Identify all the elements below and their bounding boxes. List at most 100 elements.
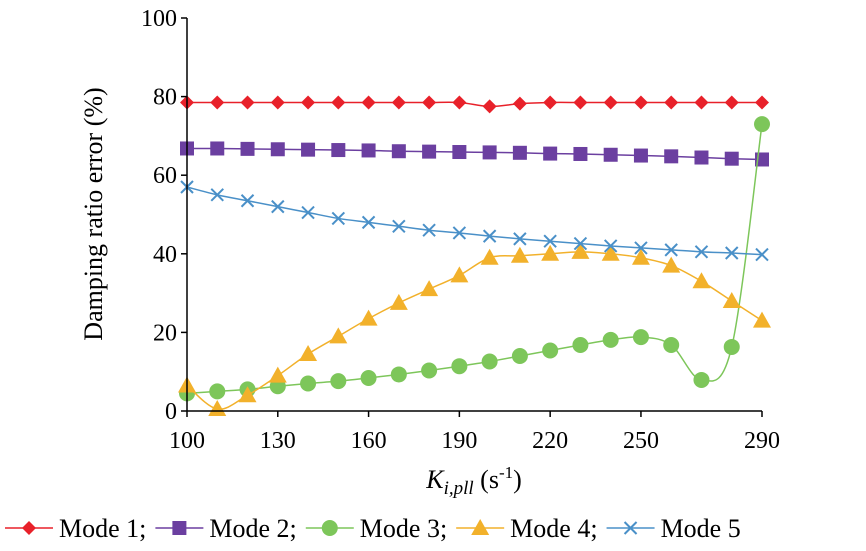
series-mode-3-point-10: [451, 358, 468, 375]
series-mode-2-point-3: [240, 141, 255, 156]
series-mode-2-point-18: [694, 150, 709, 165]
series-mode-5-point-2-stroke-2: [210, 188, 224, 202]
series-mode-3-point-14: [572, 336, 589, 353]
series-mode-4-point-7: [359, 309, 378, 326]
series-mode-5-point-18: [694, 245, 709, 259]
x-tick-label-290: 290: [744, 428, 780, 454]
series-mode-2-point-9: [422, 144, 437, 159]
series-mode-2-point-5: [301, 142, 316, 157]
series-mode-2-point-12: [512, 145, 527, 160]
series-mode-5-point-8: [392, 219, 406, 233]
series-mode-4-point-12: [510, 246, 529, 263]
plot-area: [178, 95, 771, 417]
series-mode-5-point-16: [634, 241, 648, 255]
x-tick-label-250: 250: [623, 428, 659, 454]
series-mode-2-point-10: [452, 145, 467, 160]
series-mode-4-point-6: [329, 327, 348, 344]
series-mode-2-point-7: [361, 143, 376, 158]
series-mode-5-point-19: [725, 246, 739, 260]
series-mode-1-point-7: [361, 95, 376, 110]
series-mode-1-point-9: [422, 95, 437, 110]
y-tick-label-0: 0: [165, 399, 177, 425]
series-mode-5-point-9-stroke-2: [422, 223, 436, 237]
series-mode-5-point-11: [482, 229, 497, 243]
legend-mode-5-marker: [623, 521, 638, 535]
y-tick-label-80: 80: [153, 85, 177, 111]
series-mode-4-point-4: [268, 366, 287, 383]
legend-mode-1-marker: [22, 521, 36, 535]
series-mode-3-point-12: [511, 347, 528, 364]
series-mode-2-point-2: [210, 141, 225, 156]
series-mode-1-point-6: [331, 95, 346, 110]
series-mode-5-point-20-stroke-2: [755, 247, 769, 262]
x-axis-title-main: K: [425, 465, 445, 494]
series-mode-5-point-14: [573, 236, 588, 251]
legend-mode-4-marker: [471, 519, 490, 535]
legend: Mode 1; Mode 2; Mode 3; Mode 4; Mode 5: [5, 514, 741, 543]
legend-mode-3-label: Mode 3;: [360, 514, 447, 543]
series-mode-5-point-15-stroke-2: [603, 239, 618, 253]
series-mode-5-point-16-stroke-2: [634, 241, 648, 255]
series-mode-3-point-2: [209, 383, 226, 400]
series-mode-5-point-10: [452, 226, 467, 240]
series-mode-5-point-12-stroke-2: [513, 232, 527, 246]
series-mode-1-point-18: [694, 95, 709, 110]
series-mode-1-point-20: [755, 95, 769, 110]
legend-mode-3-marker: [321, 520, 338, 536]
series-mode-5-point-10-stroke-2: [452, 226, 467, 240]
series-mode-5-point-6-stroke-2: [331, 211, 346, 226]
series-mode-1-point-10: [452, 95, 467, 110]
series-mode-4-point-10: [450, 266, 469, 283]
series-mode-5-point-6: [331, 211, 346, 226]
series-mode-4-point-3: [238, 386, 257, 403]
series-mode-2-point-6: [331, 143, 346, 158]
series-mode-5-point-19-stroke-2: [725, 246, 739, 260]
series-mode-1-point-12: [512, 96, 527, 111]
series-mode-1-point-3: [240, 95, 255, 110]
series-mode-1-point-8: [391, 95, 406, 110]
legend-mode-5-marker-stroke-2: [623, 521, 638, 535]
series-mode-1-point-15: [603, 95, 618, 110]
series-mode-1-point-14: [573, 95, 588, 110]
series-mode-3-point-9: [421, 362, 438, 379]
series-mode-5-point-8-stroke-2: [392, 219, 406, 233]
series-mode-2-point-8: [391, 144, 406, 159]
series-mode-5-point-4: [271, 199, 285, 214]
y-tick-label-40: 40: [153, 242, 177, 268]
series-mode-5-point-13-stroke-2: [543, 234, 557, 248]
x-tick-label-220: 220: [532, 428, 568, 454]
series-mode-4-point-2: [208, 400, 227, 417]
series-mode-3-line: [186, 124, 763, 395]
series-mode-4-point-5: [299, 345, 318, 362]
axes: 0 20 40 60 80 100 100 130 160 190 220 250 290: [141, 6, 780, 454]
series-mode-5-point-11-stroke-2: [482, 229, 497, 243]
series-mode-2-point-15: [603, 147, 618, 162]
series-mode-5-point-13: [543, 234, 557, 248]
x-tick-label-160: 160: [351, 428, 387, 454]
x-tick-label-100: 100: [169, 428, 205, 454]
series-mode-1-point-16: [633, 95, 648, 110]
x-axis-title-unit-exponent: -1: [499, 463, 513, 482]
series-mode-4-point-16: [631, 248, 650, 265]
legend-mode-1-label: Mode 1;: [59, 514, 146, 543]
x-axis-title-unit: (s: [474, 465, 499, 494]
series-mode-3-point-6: [330, 373, 347, 390]
series-mode-1-point-4: [270, 95, 285, 110]
series-mode-3-point-19: [723, 338, 740, 355]
series-mode-4-point-9: [420, 280, 439, 297]
series-mode-3-point-20: [754, 116, 770, 133]
series-mode-5-point-7-stroke-2: [361, 215, 376, 230]
series-mode-5-point-3: [240, 194, 255, 208]
series-mode-4-point-18: [692, 272, 711, 289]
series-mode-5-point-5: [301, 205, 315, 220]
series-mode-5-point-18-stroke-2: [694, 245, 709, 259]
series-mode-3-point-8: [390, 366, 407, 383]
series-mode-5-point-17: [664, 243, 678, 257]
series-mode-2-point-16: [633, 148, 648, 163]
legend-mode-2-label: Mode 2;: [209, 514, 296, 543]
series-mode-3-point-17: [663, 336, 680, 353]
series-mode-5-point-2: [210, 188, 224, 202]
series-mode-2-point-11: [482, 145, 497, 160]
series-mode-5-point-12: [513, 232, 527, 246]
